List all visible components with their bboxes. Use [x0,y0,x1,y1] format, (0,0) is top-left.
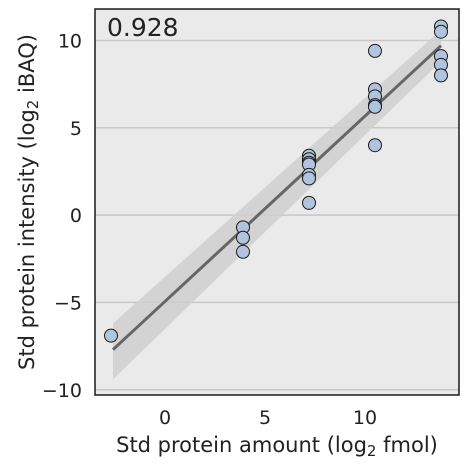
data-point [302,171,316,186]
y-tick-label: 5 [70,118,82,140]
x-tick-label: 0 [159,407,171,429]
y-axis-label-subscript: 2 [24,100,42,110]
y-tick-label: −5 [54,292,82,314]
y-tick-label: 10 [58,30,82,52]
y-tick-label: −10 [42,380,82,402]
y-tick-label: 0 [70,205,82,227]
confidence-band [113,29,441,380]
x-axis-label-subscript: 2 [367,442,377,460]
data-point [104,328,118,343]
data-point [368,99,382,114]
x-tick-label: 5 [259,407,271,429]
y-axis-label-tail: iBAQ) [15,34,39,100]
y-axis-label-main: Std protein intensity (log [15,109,39,370]
x-axis-label-tail: fmol) [376,433,437,457]
plot-frame [94,8,460,396]
data-point [302,195,316,210]
data-point [368,138,382,153]
data-point [236,244,250,259]
data-point [368,43,382,58]
regression-line [111,44,443,351]
y-axis-ticks: −10 −5 0 5 10 [42,30,82,401]
y-axis-label: Std protein intensity (log2 iBAQ) [15,34,42,370]
x-axis-label: Std protein amount (log2 fmol) [116,433,438,460]
data-point [434,24,448,39]
x-axis-ticks: 0 5 10 [159,407,377,429]
data-points [104,19,448,343]
data-point [236,230,250,245]
x-tick-label: 10 [353,407,377,429]
x-axis-label-main: Std protein amount (log [116,433,367,457]
data-point [434,68,448,83]
correlation-annotation: 0.928 [107,13,179,42]
